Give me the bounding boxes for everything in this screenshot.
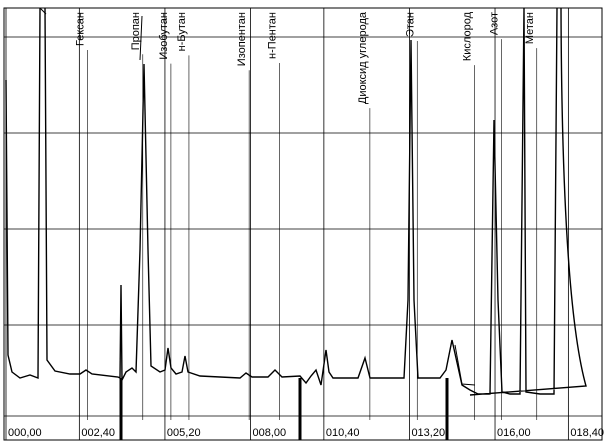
x-tick-label: 013,20 xyxy=(411,427,445,439)
frame xyxy=(3,7,603,441)
x-tick-label: 002,40 xyxy=(81,427,115,439)
peak-label: Азот xyxy=(489,12,501,35)
peak-label: Пропан xyxy=(130,12,142,50)
peak-label: Изобутан xyxy=(158,12,170,60)
trace xyxy=(5,7,587,396)
x-tick-label: 000,00 xyxy=(8,427,42,439)
peak-label: Диоксид углерода xyxy=(357,11,369,104)
x-tick-label: 018,40 xyxy=(570,427,604,439)
peak-label: Метан xyxy=(524,12,536,44)
peak-label: н-Бутан xyxy=(176,12,188,51)
peak-label: н-Пентан xyxy=(266,12,278,59)
h-grid xyxy=(4,36,602,417)
peak-label: Кислород xyxy=(461,11,473,61)
x-tick-label: 005,20 xyxy=(167,427,201,439)
x-tick-label: 010,40 xyxy=(326,427,360,439)
x-tick-label: 008,00 xyxy=(253,427,287,439)
peak-label: Изопентан xyxy=(236,12,248,66)
peak-label: Гексан xyxy=(74,12,86,46)
x-tick-label: 016,00 xyxy=(497,427,531,439)
peak-label: Этан xyxy=(404,12,416,37)
dynamic: 000,00 002,40 005,20 008,00 010,40 013,20 016,… xyxy=(5,8,604,440)
clipped-markers xyxy=(119,378,449,440)
trace-overlap xyxy=(39,7,476,386)
